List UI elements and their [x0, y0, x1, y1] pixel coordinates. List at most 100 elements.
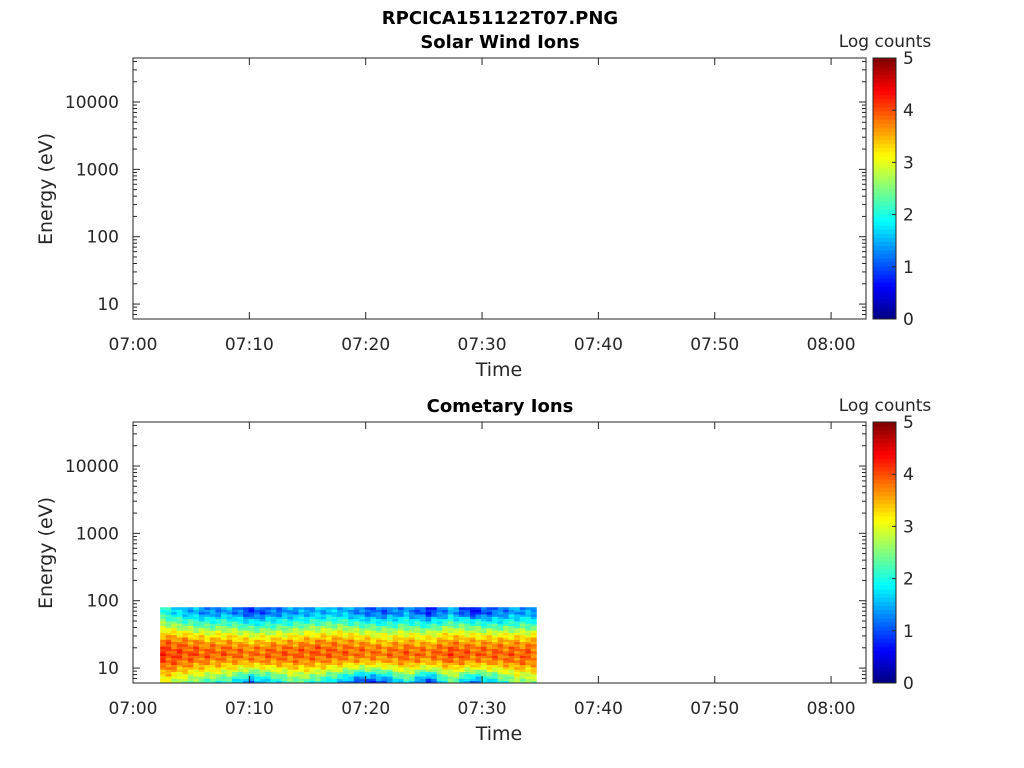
- heatmap-cell: [165, 648, 172, 652]
- heatmap-cell: [292, 646, 299, 649]
- heatmap-cell: [259, 680, 266, 684]
- heatmap-cell: [248, 623, 255, 626]
- heatmap-cell: [503, 678, 510, 682]
- heatmap-cell: [303, 643, 310, 647]
- heatmap-cell: [508, 680, 515, 684]
- colorbar-swatch: [873, 430, 896, 435]
- heatmap-cell: [386, 637, 393, 640]
- heatmap-cell: [403, 646, 410, 649]
- colorbar-swatch: [873, 511, 896, 517]
- heatmap-cell: [420, 657, 427, 661]
- heatmap-cell: [508, 621, 515, 624]
- heatmap-cell: [160, 648, 167, 652]
- colorbar-label: Log counts: [839, 396, 932, 416]
- heatmap-cell: [469, 646, 476, 649]
- heatmap-cell: [486, 625, 493, 629]
- heatmap-cell: [481, 643, 487, 647]
- heatmap-cell: [226, 627, 233, 631]
- heatmap-cell: [309, 662, 316, 666]
- heatmap-cell: [486, 637, 493, 640]
- heatmap-cell: [309, 676, 316, 679]
- heatmap-cell: [254, 673, 261, 677]
- heatmap-cell: [370, 648, 377, 652]
- heatmap-cell: [375, 662, 382, 666]
- heatmap-cell: [442, 621, 449, 624]
- x-tick-label: 07:30: [458, 699, 507, 719]
- heatmap-cell: [209, 627, 216, 631]
- heatmap-cell: [359, 630, 366, 633]
- heatmap-cell: [221, 632, 227, 636]
- heatmap-cell: [442, 676, 449, 679]
- heatmap-cell: [303, 669, 310, 672]
- heatmap-cell: [458, 662, 465, 666]
- heatmap-cell: [375, 657, 382, 661]
- heatmap-cell: [281, 627, 288, 631]
- heatmap-cell: [337, 621, 344, 624]
- heatmap-cell: [392, 660, 399, 663]
- heatmap-cell: [204, 653, 211, 656]
- heatmap-cell: [436, 676, 443, 679]
- heatmap-cell: [232, 618, 238, 622]
- heatmap-cell: [193, 611, 200, 615]
- heatmap-cell: [514, 618, 521, 622]
- heatmap-cell: [381, 669, 388, 672]
- heatmap-cell: [270, 666, 277, 670]
- heatmap-cell: [503, 630, 510, 633]
- heatmap-cell: [326, 616, 333, 620]
- heatmap-cell: [348, 660, 355, 663]
- heatmap-cell: [519, 662, 526, 666]
- heatmap-cell: [176, 607, 183, 610]
- heatmap-cell: [160, 614, 167, 617]
- heatmap-cell: [431, 616, 438, 620]
- heatmap-cell: [254, 618, 261, 622]
- heatmap-cell: [464, 660, 471, 663]
- heatmap-cell: [326, 671, 333, 675]
- heatmap-cell: [215, 657, 222, 661]
- heatmap-cell: [475, 655, 482, 659]
- heatmap-cell: [221, 607, 227, 610]
- heatmap-cell: [409, 653, 416, 656]
- heatmap-cell: [281, 609, 288, 613]
- heatmap-cell: [326, 632, 333, 636]
- heatmap-cell: [248, 625, 255, 629]
- heatmap-cell: [436, 614, 443, 617]
- heatmap-cell: [425, 607, 432, 610]
- heatmap-cell: [165, 611, 172, 615]
- heatmap-cell: [198, 660, 205, 663]
- heatmap-cell: [254, 662, 261, 666]
- heatmap-cell: [425, 673, 432, 677]
- heatmap-cell: [392, 678, 399, 682]
- heatmap-cell: [475, 632, 482, 636]
- heatmap-cell: [364, 634, 371, 638]
- heatmap-cell: [237, 618, 244, 622]
- heatmap-cell: [237, 623, 244, 626]
- heatmap-cell: [254, 639, 261, 643]
- heatmap-cell: [309, 671, 316, 675]
- heatmap-cell: [204, 643, 211, 647]
- heatmap-cell: [221, 660, 227, 663]
- heatmap-cell: [204, 678, 211, 682]
- heatmap-cell: [160, 634, 167, 638]
- heatmap-cell: [486, 678, 493, 682]
- heatmap-cell: [503, 664, 510, 668]
- heatmap-cell: [160, 618, 167, 622]
- heatmap-cell: [298, 625, 305, 629]
- heatmap-cell: [525, 676, 532, 679]
- heatmap-cell: [232, 643, 238, 647]
- heatmap-cell: [342, 639, 349, 643]
- heatmap-cell: [431, 648, 438, 652]
- heatmap-cell: [375, 609, 382, 613]
- heatmap-cell: [475, 676, 482, 679]
- heatmap-cell: [270, 671, 277, 675]
- heatmap-cell: [259, 664, 266, 668]
- heatmap-cell: [414, 676, 421, 679]
- heatmap-cell: [292, 671, 299, 675]
- heatmap-cell: [442, 630, 449, 633]
- heatmap-cell: [381, 609, 388, 613]
- heatmap-cell: [519, 676, 526, 679]
- heatmap-cell: [503, 634, 510, 638]
- heatmap-cell: [497, 669, 504, 672]
- heatmap-cell: [447, 650, 454, 654]
- heatmap-cell: [392, 607, 399, 610]
- heatmap-cell: [375, 676, 382, 679]
